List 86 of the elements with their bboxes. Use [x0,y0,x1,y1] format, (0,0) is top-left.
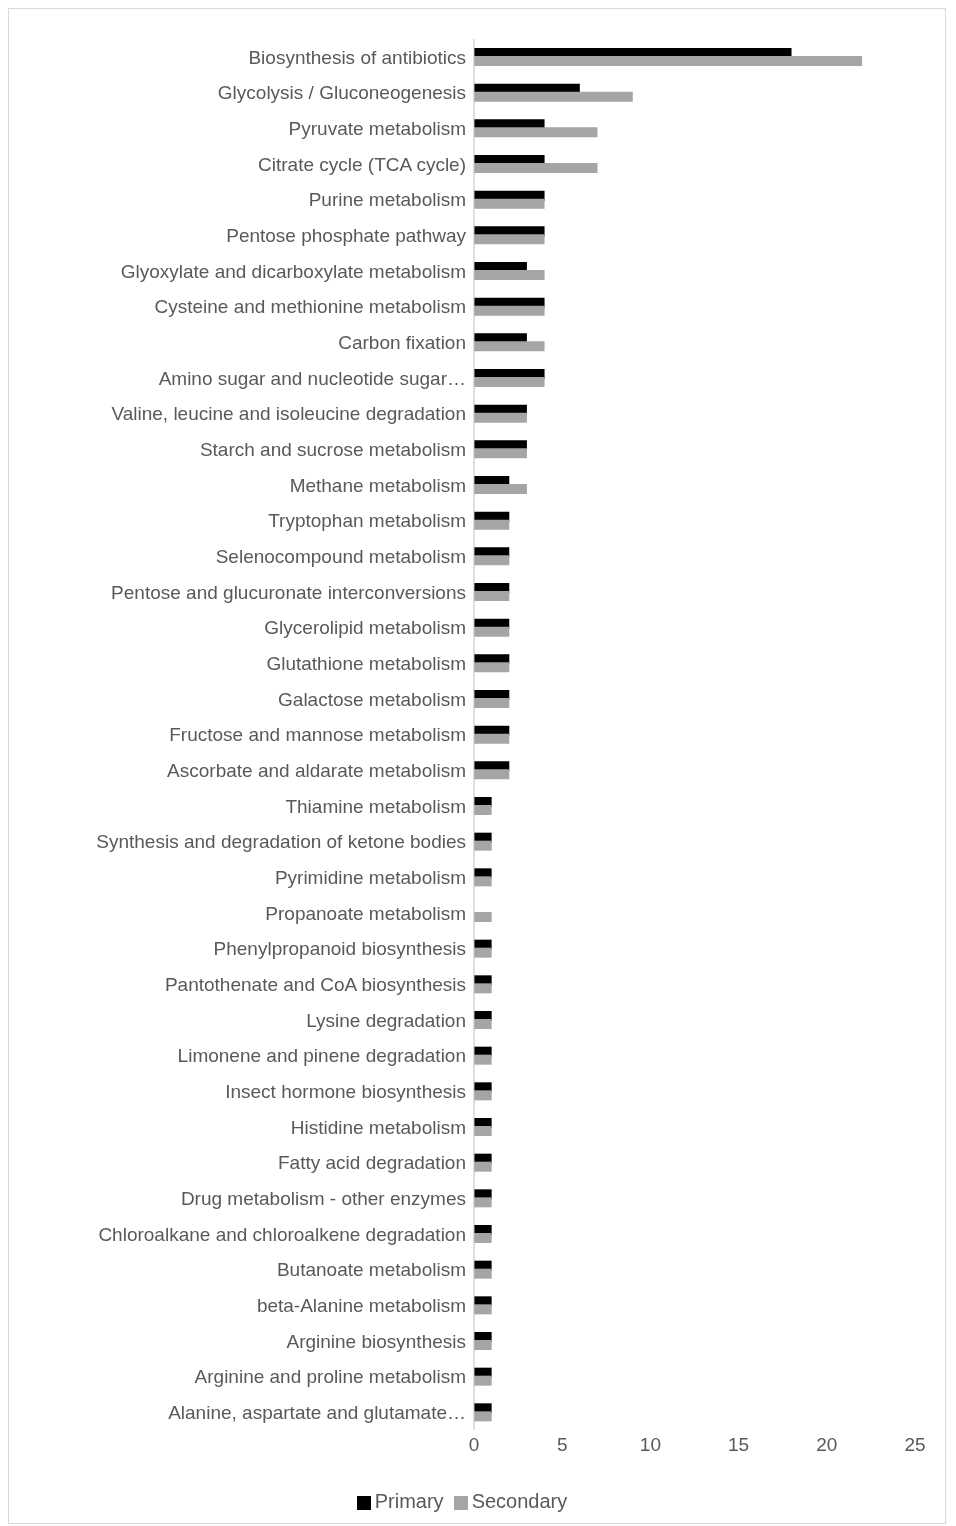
bar [474,1340,492,1350]
bar [474,1090,492,1101]
x-tick-label: 20 [816,1434,838,1456]
x-tick-label: 25 [904,1434,926,1456]
bar [474,305,545,316]
legend-label: Primary [374,1490,444,1512]
bar [474,1197,492,1208]
bar [474,912,492,922]
legend-label: Secondary [471,1490,568,1512]
bar [474,1054,492,1065]
bar [474,947,492,958]
x-tick-label: 10 [639,1434,661,1456]
bar [474,1126,492,1136]
y-tick-label: Lysine degradation [306,1009,466,1031]
y-tick-label: Insect hormone biosynthesis [225,1080,466,1102]
y-tick-label: Butanoate metabolism [276,1259,466,1281]
bar [474,448,527,459]
bar [474,1019,492,1029]
y-tick-label: Biosynthesis of antibiotics [248,46,466,68]
y-tick-label: Limonene and pinene degradation [177,1045,466,1067]
y-tick-label: Pyrimidine metabolism [274,866,466,888]
bar [474,662,510,673]
x-tick-label: 15 [728,1434,750,1456]
y-tick-label: Chloroalkane and chloroalkene degradation [98,1223,466,1245]
y-tick-label: Histidine metabolism [290,1116,466,1138]
y-tick-label: Pentose phosphate pathway [226,224,467,246]
x-tick-label: 5 [556,1434,568,1456]
y-tick-label: Thiamine metabolism [285,795,466,817]
y-tick-label: Glycolysis / Gluconeogenesis [217,82,466,104]
y-tick-label: Ascorbate and aldarate metabolism [167,759,466,781]
y-tick-label: Glutathione metabolism [266,652,466,674]
bar [474,769,510,780]
bar [474,840,492,851]
bar [474,198,545,209]
bar [474,591,510,601]
bar [474,56,863,66]
bar [474,234,545,245]
y-tick-label: Methane metabolism [289,474,466,496]
y-tick-label: Amino sugar and nucleotide sugar… [158,367,466,389]
bar [474,341,545,352]
y-tick-label: Galactose metabolism [278,688,466,710]
y-tick-label: Purine metabolism [308,189,466,211]
bar [474,1268,492,1279]
bar [474,270,545,280]
y-tick-label: Glycerolipid metabolism [264,617,466,639]
y-tick-label: Phenylpropanoid biosynthesis [213,938,466,960]
bar [474,626,510,637]
bar [474,519,510,530]
y-tick-label: Cysteine and methionine metabolism [154,296,466,318]
y-tick-label: Arginine and proline metabolism [194,1366,466,1388]
y-tick-label: Fatty acid degradation [277,1152,466,1174]
x-tick-label: 0 [468,1434,480,1456]
bar [474,377,545,387]
bar [474,805,492,815]
bar [474,412,527,423]
bar [474,163,598,173]
y-tick-label: Pyruvate metabolism [288,117,466,139]
bar [474,983,492,994]
bar [474,733,510,744]
bar [474,484,527,494]
bar [474,127,598,138]
y-tick-label: Synthesis and degradation of ketone bodies [96,831,466,853]
y-tick-label: Citrate cycle (TCA cycle) [258,153,466,175]
y-tick-label: Propanoate metabolism [265,902,466,924]
y-tick-label: Valine, leucine and isoleucine degradation [111,403,466,425]
y-tick-label: beta-Alanine metabolism [256,1294,466,1316]
bar [474,1304,492,1315]
y-tick-label: Selenocompound metabolism [215,545,466,567]
y-tick-label: Alanine, aspartate and glutamate… [168,1401,466,1423]
bar [474,1375,492,1386]
y-tick-label: Fructose and mannose metabolism [169,724,466,746]
y-tick-label: Starch and sucrose metabolism [199,438,466,460]
bar [474,91,633,102]
y-tick-label: Pentose and glucuronate interconversions [111,581,466,603]
bar [474,1161,492,1172]
bar [474,1233,492,1243]
y-tick-label: Pantothenate and CoA biosynthesis [164,973,466,995]
y-tick-label: Tryptophan metabolism [268,510,466,532]
y-tick-label: Arginine biosynthesis [286,1330,466,1352]
bar [474,698,510,708]
bar [474,876,492,887]
bar [474,1411,492,1422]
y-tick-label: Drug metabolism - other enzymes [180,1187,466,1209]
y-tick-label: Carbon fixation [338,331,466,353]
y-tick-label: Glyoxylate and dicarboxylate metabolism [120,260,466,282]
bar [474,555,510,566]
